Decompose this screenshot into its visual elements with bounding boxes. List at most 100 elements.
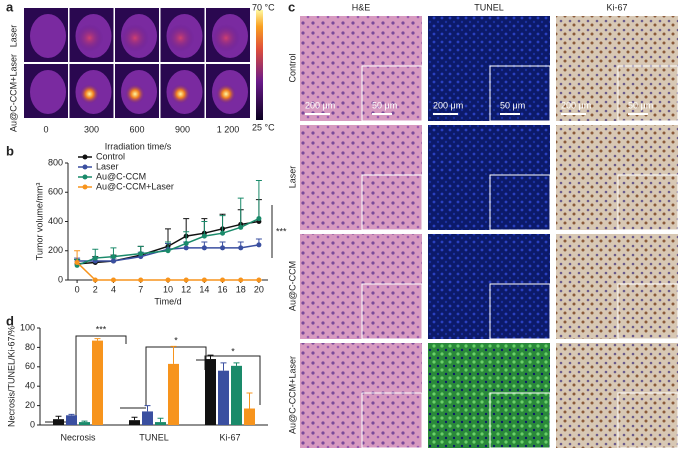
axis-label: Irradiation time/s (105, 141, 172, 151)
x-axis-label: Time/d (154, 296, 181, 306)
legend-marker (82, 174, 88, 180)
y-tick-label: 40 (25, 381, 35, 391)
time-label: 1 200 (217, 124, 240, 134)
error-bar (157, 417, 164, 423)
scale-label: 200 μm (433, 100, 463, 110)
colorbar (256, 10, 263, 120)
marker (92, 255, 98, 261)
hotspot (166, 24, 195, 52)
micrographs (300, 16, 679, 449)
legend-label: Laser (96, 161, 119, 171)
time-label: 0 (43, 124, 48, 134)
marker (256, 242, 262, 248)
marker (220, 277, 226, 283)
annotation: *** (276, 226, 287, 236)
y-axis-label: Tumor volume/mm³ (34, 183, 44, 261)
hotspot (216, 84, 236, 104)
x-tick-label: 14 (199, 284, 209, 294)
error-bar (68, 413, 75, 416)
panel-label: c (288, 0, 295, 14)
marker (138, 251, 144, 257)
marker (183, 277, 189, 283)
marker (220, 230, 226, 236)
scale-label: 50 μm (500, 100, 525, 110)
bar (155, 422, 166, 425)
x-tick-label: 2 (93, 284, 98, 294)
hotspot (212, 24, 240, 52)
error-bar (55, 415, 62, 420)
x-tick-label: 12 (181, 284, 191, 294)
bar (129, 420, 140, 425)
x-tick-label: 10 (163, 284, 173, 294)
inset (617, 174, 679, 231)
marker (110, 258, 116, 264)
time-label: 300 (84, 124, 99, 134)
colorbar-min: 25 °C (252, 122, 275, 132)
hotspot (121, 24, 149, 52)
legend-label: Au@C-CCM (96, 171, 146, 181)
y-tick-label: 400 (48, 216, 63, 226)
inset (361, 174, 423, 231)
error-bar (220, 362, 227, 371)
y-tick-label: 20 (25, 400, 35, 410)
marker (74, 259, 80, 265)
bar (231, 365, 242, 425)
y-tick-label: 600 (48, 187, 63, 197)
series-line (76, 261, 259, 281)
error-bar (233, 362, 240, 366)
marker (220, 245, 226, 251)
y-axis-label: Necrosis/TUNEL/Ki-67/% (6, 326, 16, 427)
column-label: TUNEL (474, 2, 504, 12)
legend-marker (82, 154, 88, 160)
error-bar (246, 392, 253, 409)
error-bar (219, 215, 226, 234)
inset (489, 174, 551, 231)
legend-marker (82, 164, 88, 170)
bar (168, 363, 179, 425)
error-bar (237, 197, 244, 228)
scale-label: 50 μm (372, 100, 397, 110)
marker (201, 277, 207, 283)
hotspot (75, 24, 104, 52)
marker (165, 277, 171, 283)
marker (138, 277, 144, 283)
error-bar (81, 420, 88, 423)
inset (489, 392, 551, 449)
bar (66, 415, 77, 425)
error-bar (94, 338, 101, 341)
marker (256, 216, 262, 222)
inset (361, 65, 423, 122)
x-tick-label: 7 (138, 284, 143, 294)
row-label: Laser (8, 25, 18, 48)
x-tick-label: 4 (111, 284, 116, 294)
error-bar (207, 354, 214, 360)
row-label: Control (287, 53, 297, 82)
marker (238, 224, 244, 230)
hotspot (125, 84, 145, 104)
inset (617, 283, 679, 340)
marker (201, 233, 207, 239)
marker (165, 248, 171, 254)
scale-label: 50 μm (628, 100, 653, 110)
y-tick-label: 80 (25, 342, 35, 352)
marker (183, 245, 189, 251)
inset (361, 392, 423, 449)
time-label: 600 (129, 124, 144, 134)
annotation: *** (96, 324, 107, 334)
row-label: Au@C-CCM (287, 261, 297, 311)
y-tick-label: 800 (48, 157, 63, 167)
bar (244, 408, 255, 425)
colorbar-max: 70 °C (252, 2, 275, 12)
row-label: Au@C-CCM+Laser (287, 356, 297, 434)
column-label: Ki-67 (606, 2, 627, 12)
series-line (77, 244, 260, 262)
error-bar (131, 416, 138, 421)
x-tick-label: 0 (75, 284, 80, 294)
time-label: 900 (175, 124, 190, 134)
panel-label: a (6, 0, 14, 14)
y-tick-label: 0 (58, 274, 63, 284)
column-label: H&E (352, 2, 371, 12)
annotation: * (231, 346, 235, 356)
inset (361, 283, 423, 340)
